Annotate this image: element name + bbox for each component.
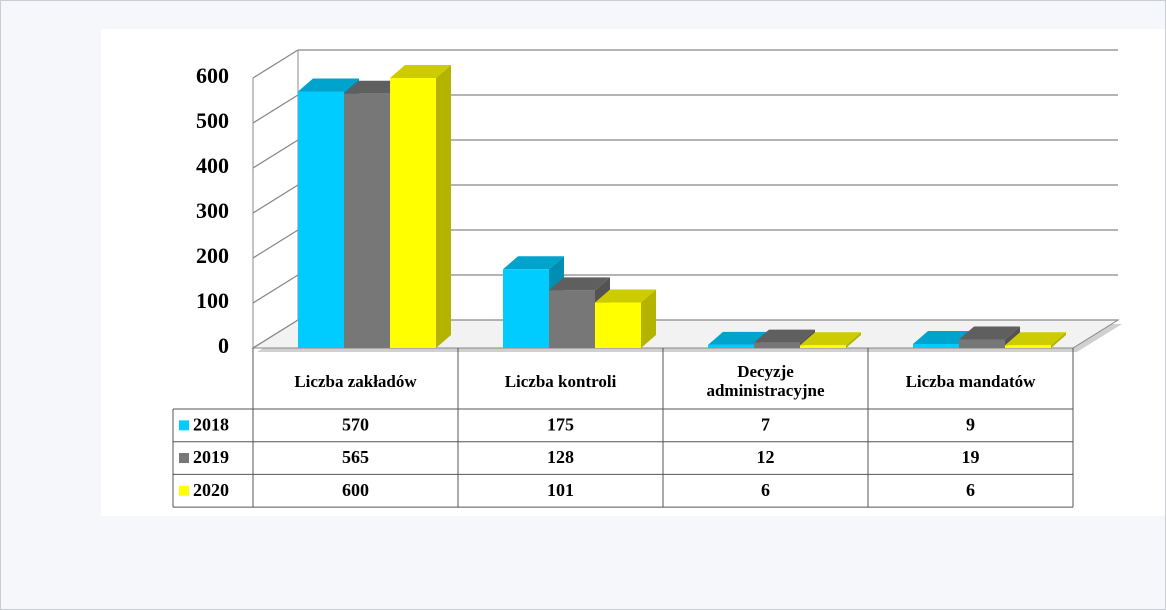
bar-top [390, 65, 451, 78]
category-label: Liczba mandatów [905, 371, 1036, 391]
table-value: 6 [761, 480, 770, 500]
bar-top [344, 80, 405, 94]
table-value: 565 [342, 447, 369, 467]
bar-top [503, 256, 564, 270]
bar [754, 342, 800, 348]
table-value: 12 [757, 447, 775, 467]
bar [595, 302, 641, 348]
bar [1005, 345, 1051, 348]
table-value: 6 [966, 480, 975, 500]
table-value: 7 [761, 414, 770, 434]
bar-top [298, 78, 359, 92]
y-tick-label: 100 [196, 288, 229, 313]
bar-side [436, 65, 451, 348]
y-tick-label: 500 [196, 108, 229, 133]
table-value: 600 [342, 480, 369, 500]
bar [708, 344, 754, 348]
bar-side [641, 289, 656, 348]
bar-top [959, 326, 1020, 340]
category-label: Liczba kontroli [504, 371, 617, 391]
category-label: Liczba zakładów [294, 371, 417, 391]
bar-top [708, 331, 769, 345]
bar [390, 78, 436, 348]
bar-top [800, 332, 861, 346]
legend-label: 2019 [193, 447, 229, 467]
bar [503, 269, 549, 348]
bar-top [754, 329, 815, 343]
y-tick-label: 400 [196, 153, 229, 178]
table-value: 128 [547, 447, 574, 467]
table-value: 101 [547, 480, 574, 500]
bar-side [1051, 332, 1066, 348]
y-tick-label: 0 [218, 333, 229, 358]
y-tick-label: 300 [196, 198, 229, 223]
bar-top [549, 277, 610, 291]
bar-top [1005, 332, 1066, 346]
bar [913, 343, 959, 348]
legend-key [179, 420, 189, 431]
table-value: 19 [962, 447, 980, 467]
table-value: 9 [966, 414, 975, 434]
chart-area [101, 29, 1165, 516]
bar [800, 345, 846, 348]
bar [549, 290, 595, 348]
bar-top [595, 289, 656, 303]
legend-key [179, 453, 189, 464]
legend-label: 2018 [193, 414, 229, 434]
table-value: 570 [342, 414, 369, 434]
bar [344, 93, 390, 348]
table-value: 175 [547, 414, 574, 434]
legend-label: 2020 [193, 480, 229, 500]
y-tick-label: 600 [196, 63, 229, 88]
y-tick-label: 200 [196, 243, 229, 268]
bar [959, 339, 1005, 348]
category-label: Decyzje administracyjne [706, 362, 825, 400]
legend-key [179, 485, 189, 496]
bar [298, 91, 344, 348]
bar-top [913, 330, 974, 344]
bar-side [846, 332, 861, 348]
